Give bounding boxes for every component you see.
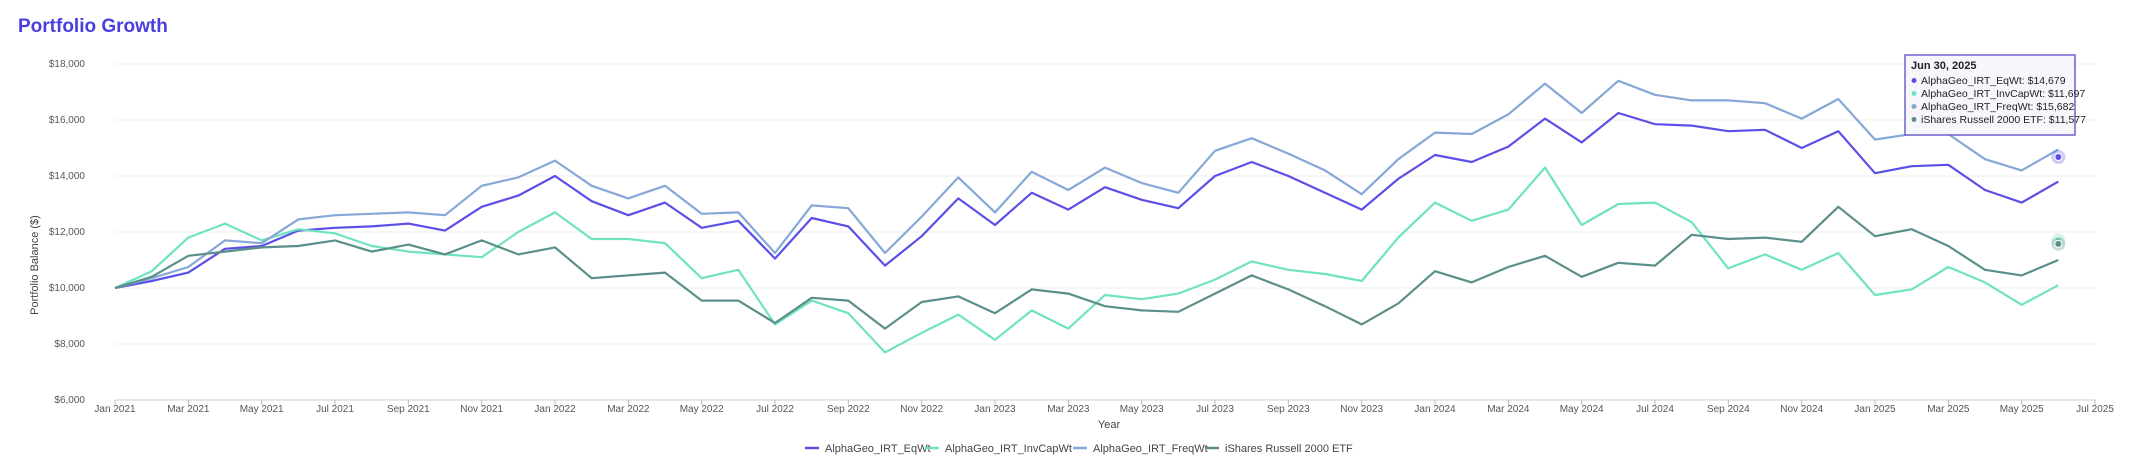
x-tick-label: May 2021 [240,404,284,415]
legend-item-label[interactable]: AlphaGeo_IRT_InvCapWt [945,443,1072,455]
chart-title: Portfolio Growth [18,16,168,37]
series-line-1 [114,111,2059,290]
x-tick-label: Jul 2023 [1196,404,1234,415]
tooltip-box [1904,54,2076,136]
y-tick-label: $18,000 [49,59,86,70]
tooltip-entry: AlphaGeo_IRT_EqWt: $14,679 [1921,75,2066,87]
x-tick-label: Nov 2024 [1780,404,1823,415]
x-axis-title: Year [1098,419,1121,431]
tooltip-swatch [1911,117,1917,122]
y-tick-label: $6,000 [54,395,85,406]
x-tick-label: Nov 2021 [460,404,503,415]
x-tick-label: Nov 2023 [1340,404,1383,415]
x-tick-label: Jul 2025 [2076,404,2114,415]
x-tick-label: Jan 2025 [1854,404,1896,415]
series-line-2 [114,166,2059,354]
x-tick-label: Jan 2023 [974,404,1016,415]
x-tick-label: Mar 2022 [607,404,650,415]
hover-marker [2054,152,2063,161]
series-line-4 [114,205,2059,330]
series-lines [114,79,2059,354]
x-tick-label: Jul 2022 [756,404,794,415]
legend-item-label[interactable]: AlphaGeo_IRT_EqWt [825,443,931,455]
x-tick-label: May 2022 [680,404,724,415]
y-tick-label: $8,000 [54,339,85,350]
legend-item-label[interactable]: iShares Russell 2000 ETF [1225,443,1353,455]
series-line-3 [114,79,2059,290]
x-tick-label: Jul 2021 [316,404,354,415]
x-tick-label: Mar 2024 [1487,404,1530,415]
x-tick-label: May 2024 [1560,404,1604,415]
tooltip-date: Jun 30, 2025 [1911,60,1976,72]
x-axis: Jan 2021 Mar 2021 May 2021 Jul 2021 Sep 2021… [94,400,2114,415]
tooltip-swatch [1911,78,1917,83]
x-tick-label: May 2025 [2000,404,2044,415]
x-tick-label: Sep 2022 [827,404,870,415]
y-tick-label: $16,000 [49,115,86,126]
x-tick-label: Nov 2022 [900,404,943,415]
x-tick-label: Mar 2021 [167,404,210,415]
tooltip-entry: AlphaGeo_IRT_FreqWt: $15,682 [1921,101,2074,113]
y-axis: $6,000 $8,000 $10,000 $12,000 $14,000 $16,000… [49,59,86,406]
x-tick-label: Sep 2023 [1267,404,1310,415]
legend-item-label[interactable]: AlphaGeo_IRT_FreqWt [1093,443,1208,455]
x-tick-label: Sep 2024 [1707,404,1750,415]
tooltip-swatch [1911,91,1917,96]
tooltip-entry: AlphaGeo_IRT_InvCapWt: $11,697 [1921,88,2085,100]
x-tick-label: Sep 2021 [387,404,430,415]
y-tick-label: $12,000 [49,227,86,238]
x-tick-label: Jan 2024 [1414,404,1456,415]
x-tick-label: Mar 2025 [1927,404,1970,415]
legend: AlphaGeo_IRT_EqWt AlphaGeo_IRT_InvCapWt Al… [805,443,1353,455]
y-tick-label: $10,000 [49,283,86,294]
x-tick-label: Mar 2023 [1047,404,1090,415]
x-tick-label: Jan 2021 [94,404,136,415]
x-tick-label: May 2023 [1120,404,1164,415]
hover-marker [2054,239,2063,248]
x-tick-label: Jan 2022 [534,404,576,415]
grid-lines [115,63,2095,401]
tooltip-swatch [1911,104,1917,109]
y-tick-label: $14,000 [49,171,86,182]
y-axis-title: Portfolio Balance ($) [29,215,41,315]
tooltip-entry: iShares Russell 2000 ETF: $11,577 [1921,114,2086,126]
x-tick-label: Jul 2024 [1636,404,1674,415]
